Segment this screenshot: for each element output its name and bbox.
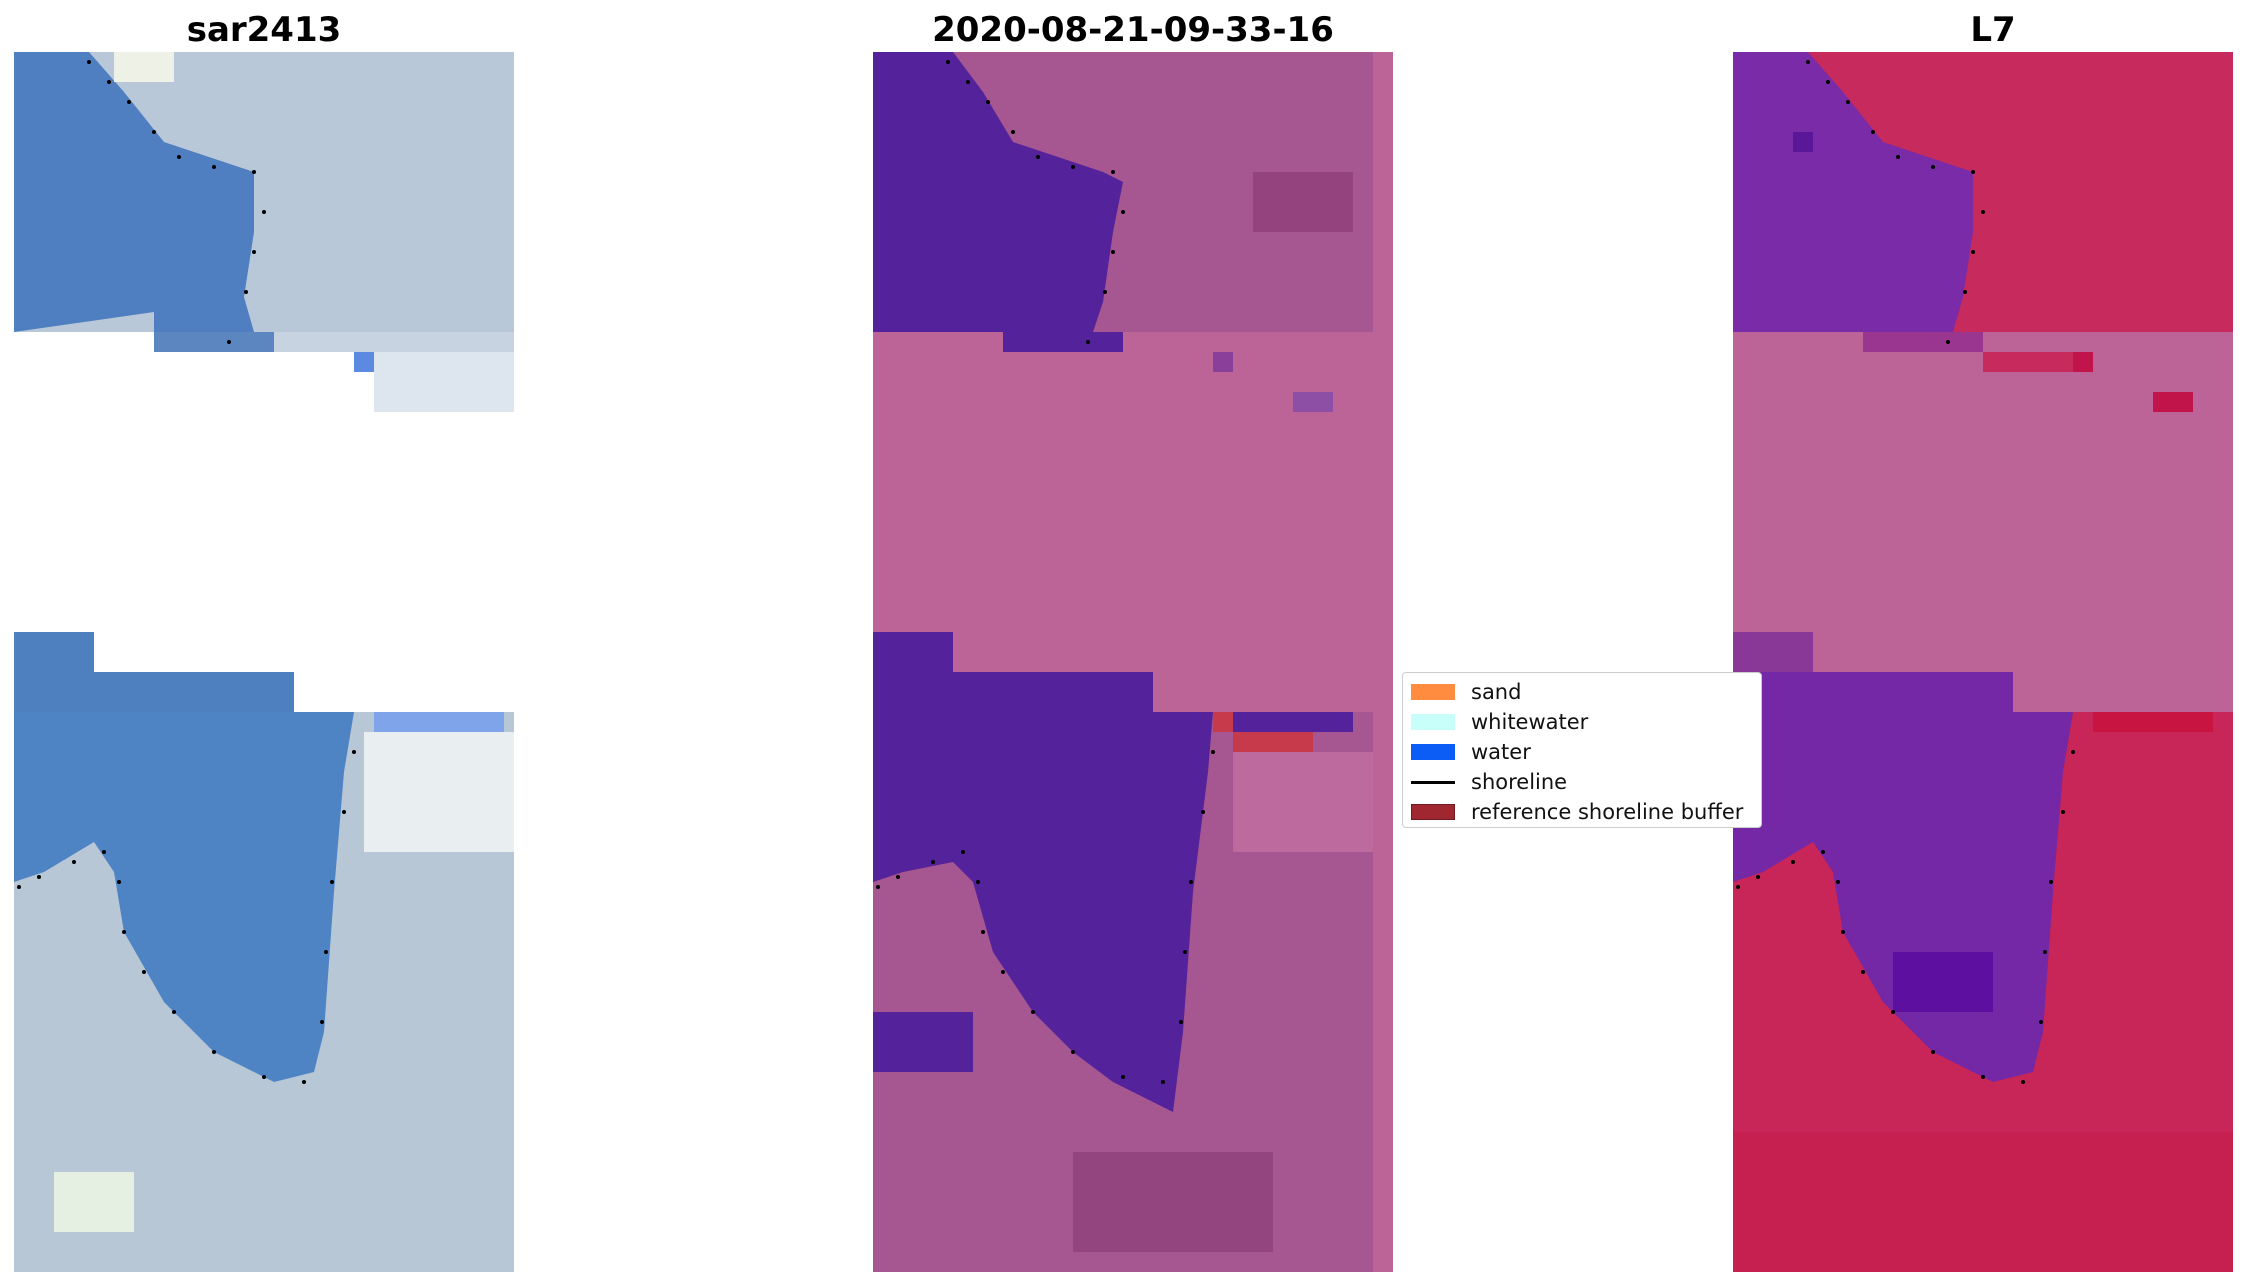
- ndwi-shoreline-dots: [1736, 60, 2075, 1084]
- legend-label: whitewater: [1471, 710, 1589, 734]
- class-bottom-block: [873, 632, 1373, 1272]
- ndwi-top-block: [1733, 52, 2233, 412]
- ndwi-panel: [1733, 52, 2233, 1272]
- legend: sand whitewater water shoreline referenc…: [1402, 672, 1762, 828]
- legend-item-reference-buffer: reference shoreline buffer: [1411, 799, 1743, 825]
- sand-swatch: [1411, 684, 1455, 700]
- legend-label: reference shoreline buffer: [1471, 800, 1744, 824]
- panel-title-rgb: sar2413: [186, 10, 342, 50]
- whitewater-swatch: [1411, 714, 1455, 730]
- legend-item-shoreline: shoreline: [1411, 769, 1567, 795]
- rgb-top-block: [14, 52, 514, 412]
- rgb-shoreline-dots: [17, 60, 356, 1084]
- rgb-image-panel: [14, 52, 514, 1272]
- ndwi-bottom-block: [1733, 632, 2233, 1272]
- class-top-block: [873, 52, 1373, 412]
- legend-label: water: [1471, 740, 1531, 764]
- shoreline-line-swatch: [1411, 780, 1455, 784]
- legend-item-water: water: [1411, 739, 1531, 765]
- classification-panel: [873, 52, 1393, 1272]
- legend-item-sand: sand: [1411, 679, 1521, 705]
- legend-label: sand: [1471, 680, 1522, 704]
- panel-title-ndwi: L7: [1970, 10, 2016, 50]
- water-swatch: [1411, 744, 1455, 760]
- rgb-bottom-block: [14, 632, 514, 1272]
- class-shoreline-dots: [876, 60, 1215, 1084]
- legend-item-whitewater: whitewater: [1411, 709, 1588, 735]
- reference-buffer-swatch: [1411, 804, 1455, 820]
- legend-label: shoreline: [1471, 770, 1568, 794]
- panel-title-classification: 2020-08-21-09-33-16: [932, 10, 1334, 50]
